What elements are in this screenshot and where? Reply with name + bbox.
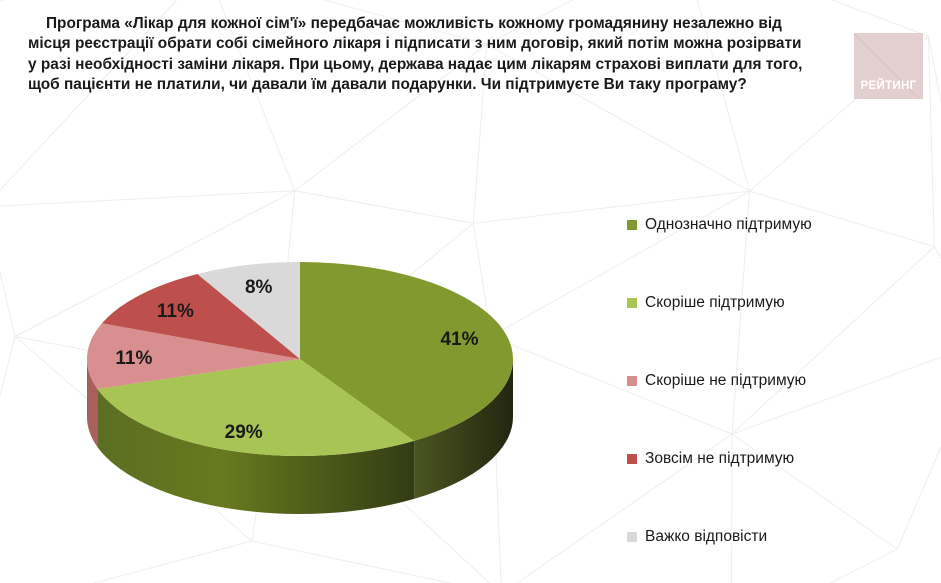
svg-text:41%: 41% — [440, 329, 478, 350]
svg-text:29%: 29% — [225, 422, 263, 443]
svg-text:11%: 11% — [115, 348, 152, 369]
svg-text:8%: 8% — [245, 277, 273, 298]
svg-text:11%: 11% — [157, 301, 194, 322]
